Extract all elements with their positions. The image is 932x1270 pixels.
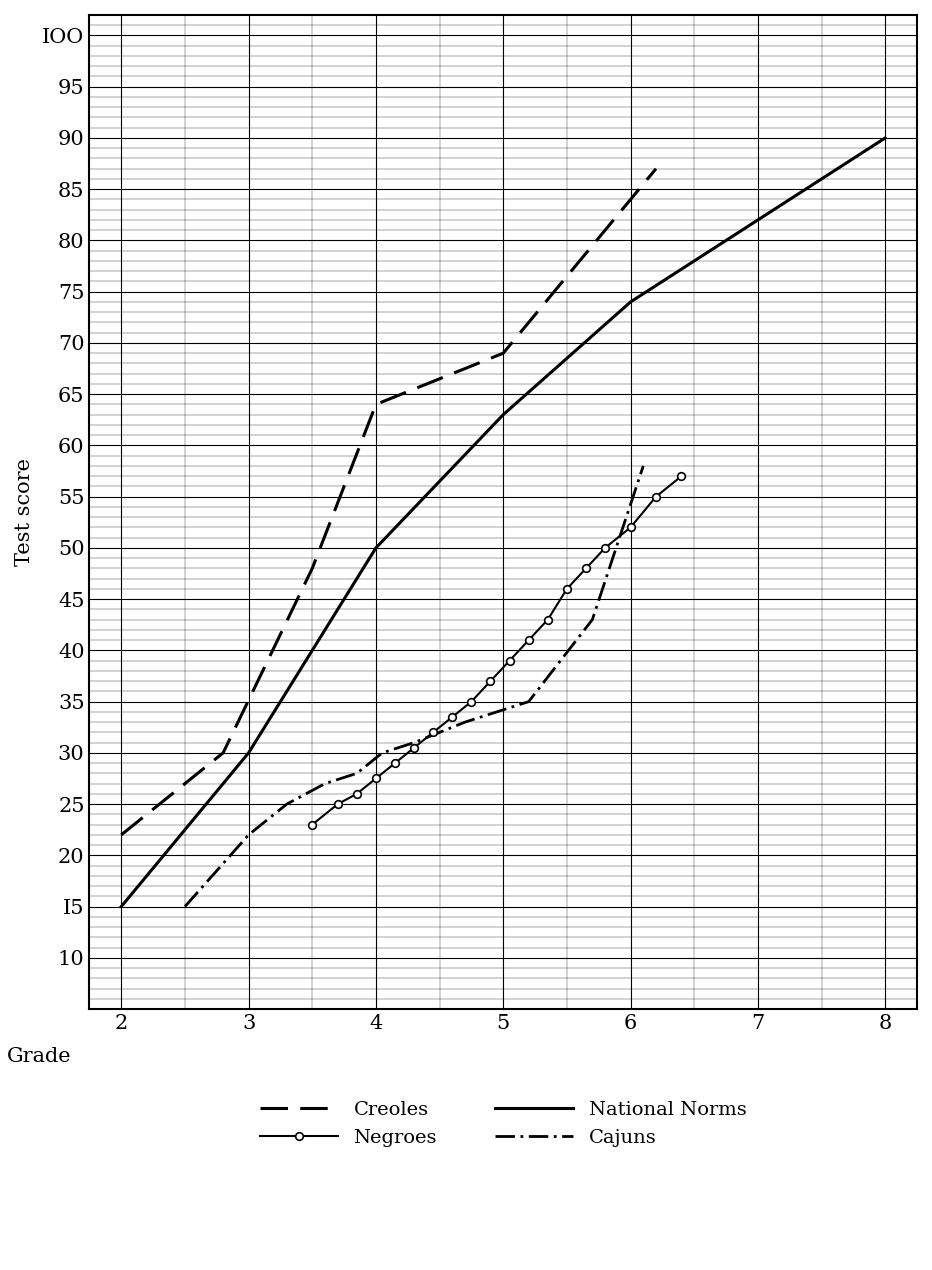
Creoles: [498, 345, 509, 361]
Legend: Creoles, Negroes, National Norms, Cajuns: Creoles, Negroes, National Norms, Cajuns: [253, 1093, 754, 1154]
Cajuns: [377, 745, 388, 761]
Negroes: [561, 582, 572, 597]
Line: Creoles: Creoles: [121, 169, 656, 834]
National Norms: [880, 131, 891, 146]
Text: Grade: Grade: [7, 1046, 72, 1066]
Cajuns: [408, 735, 419, 751]
Negroes: [428, 725, 439, 740]
Negroes: [651, 489, 662, 504]
Negroes: [625, 519, 637, 535]
Cajuns: [281, 796, 293, 812]
Creoles: [370, 396, 381, 411]
Line: Cajuns: Cajuns: [185, 466, 643, 907]
Negroes: [446, 710, 458, 725]
Creoles: [217, 745, 228, 761]
Line: National Norms: National Norms: [121, 138, 885, 907]
National Norms: [370, 540, 381, 555]
Cajuns: [179, 899, 190, 914]
Negroes: [466, 693, 477, 709]
Cajuns: [320, 776, 331, 791]
Negroes: [599, 540, 610, 555]
Negroes: [332, 796, 343, 812]
National Norms: [243, 745, 254, 761]
National Norms: [116, 899, 127, 914]
Negroes: [581, 561, 592, 577]
Negroes: [504, 653, 515, 668]
Negroes: [351, 786, 363, 801]
National Norms: [752, 212, 763, 227]
Cajuns: [243, 827, 254, 842]
Negroes: [307, 817, 318, 832]
Cajuns: [459, 715, 471, 730]
National Norms: [498, 408, 509, 423]
Cajuns: [637, 458, 649, 474]
Creoles: [307, 561, 318, 577]
Y-axis label: Test score: Test score: [15, 458, 34, 566]
Negroes: [523, 632, 534, 648]
Negroes: [370, 771, 381, 786]
Negroes: [542, 612, 554, 627]
Cajuns: [523, 693, 534, 709]
Negroes: [676, 469, 687, 484]
Negroes: [485, 673, 496, 688]
Line: Negroes: Negroes: [308, 472, 685, 828]
Cajuns: [351, 766, 363, 781]
Negroes: [408, 740, 419, 756]
Cajuns: [587, 612, 598, 627]
Creoles: [116, 827, 127, 842]
Creoles: [651, 161, 662, 177]
National Norms: [625, 295, 637, 310]
Negroes: [390, 756, 401, 771]
